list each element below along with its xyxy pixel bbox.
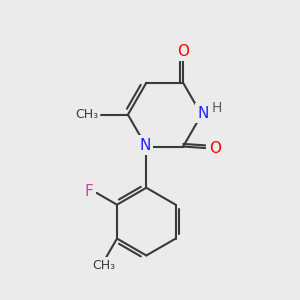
Text: N: N — [197, 106, 209, 121]
Text: CH₃: CH₃ — [75, 108, 98, 121]
Text: CH₃: CH₃ — [92, 259, 115, 272]
Text: F: F — [85, 184, 94, 199]
Text: H: H — [212, 101, 222, 115]
Text: N: N — [139, 138, 151, 153]
Text: O: O — [208, 140, 220, 155]
Text: O: O — [177, 44, 189, 59]
